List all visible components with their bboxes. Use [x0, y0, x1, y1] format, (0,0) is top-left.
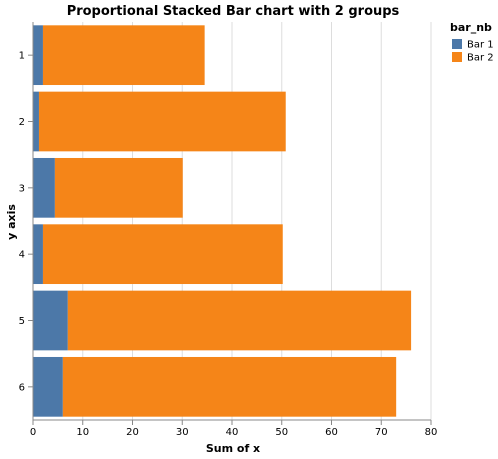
y-tick-label: 5	[19, 316, 25, 327]
bar-segment-bar-1	[33, 290, 68, 351]
y-tick-label: 4	[19, 250, 25, 261]
bar-segment-bar-1	[33, 91, 39, 152]
legend-swatch	[452, 39, 462, 49]
bar-segment-bar-2	[42, 224, 283, 285]
y-axis-title: y axis	[5, 204, 18, 240]
legend: bar_nb Bar 1 Bar 2	[450, 21, 494, 64]
chart-title: Proportional Stacked Bar chart with 2 gr…	[67, 4, 400, 19]
x-tick-label: 80	[425, 427, 438, 438]
legend-title: bar_nb	[450, 21, 492, 34]
bar-segment-bar-2	[62, 356, 397, 417]
bars-group	[33, 25, 412, 417]
bar-segment-bar-1	[33, 356, 63, 417]
x-tick-label: 50	[275, 427, 288, 438]
x-tick-label: 70	[375, 427, 388, 438]
y-tick-label: 1	[19, 51, 25, 62]
bar-segment-bar-1	[33, 25, 43, 86]
axes-group: 0 10 20 30 40 50 60 70 80 1 2 3 4 5 6	[19, 22, 438, 438]
x-tick-label: 0	[30, 427, 36, 438]
bar-segment-bar-2	[42, 25, 205, 86]
x-tick-label: 10	[76, 427, 89, 438]
gridlines	[32, 22, 432, 420]
legend-label: Bar 2	[467, 53, 494, 64]
bar-segment-bar-2	[67, 290, 412, 351]
x-tick-label: 60	[325, 427, 338, 438]
y-tick-label: 3	[19, 183, 25, 194]
x-axis-title: Sum of x	[206, 442, 260, 455]
x-tick-label: 40	[226, 427, 239, 438]
bar-segment-bar-1	[33, 224, 43, 285]
bar-segment-bar-2	[54, 157, 183, 218]
legend-label: Bar 1	[467, 40, 494, 51]
x-tick-label: 30	[176, 427, 189, 438]
legend-swatch	[452, 52, 462, 62]
x-tick-label: 20	[126, 427, 139, 438]
bar-segment-bar-2	[38, 91, 286, 152]
y-tick-label: 6	[19, 382, 25, 393]
y-tick-label: 2	[19, 117, 25, 128]
bar-segment-bar-1	[33, 157, 55, 218]
